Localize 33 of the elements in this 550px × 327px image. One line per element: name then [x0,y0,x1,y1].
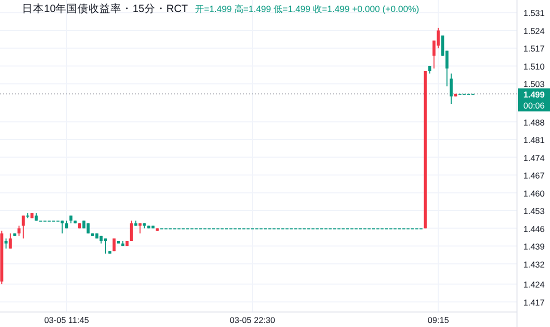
x-tick-label: 03-05 22:30 [230,315,276,325]
text: 00:06 [523,100,545,110]
candlestick [4,238,8,250]
y-tick-label: 1.531 [523,8,545,18]
y-tick-label: 1.488 [523,117,545,128]
candlestick [22,215,25,239]
y-tick-label: 1.467 [523,170,545,181]
candlestick [138,222,142,234]
y-tick-label: 1.524 [523,26,545,36]
candlestick [8,232,12,250]
candlestick [450,73,453,104]
y-tick-label: 1.417 [523,297,545,308]
y-tick-label: 1.446 [523,224,545,234]
candlestick [18,225,21,236]
x-tick-label: 03-05 11:45 [44,315,90,325]
candlestick [130,220,133,242]
y-tick-label: 1.453 [523,206,545,216]
y-tick-label: 1.474 [523,152,545,163]
y-tick-label: 1.517 [523,44,545,54]
y-tick-label: 1.424 [523,280,545,290]
text: 开=1.499 高=1.499 低=1.499 收=1.499 +0.000 (+0.00%) [195,4,420,14]
candlestick [104,238,107,254]
x-tick-label: 09:15 [428,315,450,325]
ref-line-label: 1.499 [523,89,545,100]
y-tick-label: 1.432 [523,259,545,270]
y-tick-label: 1.503 [523,79,545,90]
y-tick-label: 1.460 [523,188,545,198]
candlestick [60,220,64,234]
chart-title: 日本10年国债收益率・15分・RCT [22,2,189,15]
y-tick-label: 1.510 [523,61,545,72]
candlestick [86,222,90,234]
y-tick-label: 1.481 [523,135,545,146]
y-tick-label: 1.439 [523,242,545,252]
